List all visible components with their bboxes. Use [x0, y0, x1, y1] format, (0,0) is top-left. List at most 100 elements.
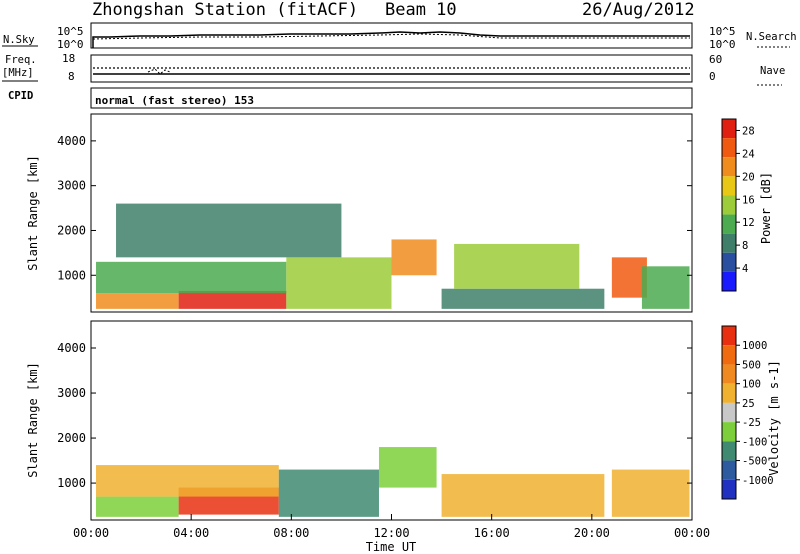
power-panel: 1000 2000 3000 4000 Slant Range [km] 4 8 12 16… — [26, 113, 773, 313]
power-colorbar-label: Power [dB] — [759, 172, 773, 244]
velocity-heatmap — [96, 447, 690, 517]
heatmap-region — [454, 243, 580, 289]
nsky-trace — [92, 31, 690, 48]
colorbar-swatch — [722, 157, 736, 177]
freq-tick-top: 18 — [62, 52, 75, 65]
x-tick-label: 04:00 — [173, 526, 209, 540]
nave-label: Nave — [760, 65, 785, 77]
power-ylabel: Slant Range [km] — [26, 155, 40, 271]
colorbar-tick-label: -25 — [742, 417, 761, 429]
heatmap-region — [96, 465, 279, 497]
noise-frame — [90, 22, 693, 49]
colorbar-swatch — [722, 402, 736, 423]
colorbar-tick-label: 12 — [742, 217, 755, 229]
heatmap-region — [611, 257, 647, 298]
nsearch-trace — [92, 33, 690, 40]
station-title: Zhongshan Station (fitACF) — [92, 0, 358, 20]
heatmap-region — [96, 293, 179, 309]
colorbar-swatch — [722, 422, 736, 442]
cpid-value: normal (fast stereo) 153 — [95, 94, 254, 107]
time-xlabel: Time UT — [366, 540, 417, 554]
colorbar-swatch — [722, 460, 736, 480]
nsky-tick-top: 10^5 — [57, 25, 84, 38]
colorbar-tick-label: 24 — [742, 148, 755, 160]
x-tick-label: 00:00 — [674, 526, 710, 540]
x-tick-label: 16:00 — [474, 526, 510, 540]
colorbar-frame — [721, 325, 737, 500]
velocity-colorbar: 1000 500 100 25 -25 -100 -500 -1000 — [721, 325, 774, 500]
colorbar-swatch — [722, 233, 736, 253]
x-tick-label: 00:00 — [73, 526, 109, 540]
x-tick-label: 20:00 — [574, 526, 610, 540]
colorbar-tick-label: 16 — [742, 194, 755, 206]
colorbar-tick-label: 20 — [742, 171, 755, 183]
colorbar-tick-label: 4 — [742, 263, 748, 275]
y-tick-label: 1000 — [57, 476, 86, 490]
y-tick-label: 2000 — [57, 431, 86, 445]
power-y-ticks: 1000 2000 3000 4000 — [57, 134, 692, 282]
colorbar-swatch — [722, 119, 736, 139]
colorbar-swatch — [722, 252, 736, 272]
colorbar-swatch — [722, 271, 736, 291]
y-tick-label: 3000 — [57, 179, 86, 193]
colorbar-tick-label: 1000 — [742, 340, 767, 352]
colorbar-swatch — [722, 326, 736, 346]
colorbar-tick-label: -500 — [742, 456, 767, 468]
nave-tick-top: 60 — [709, 53, 722, 66]
colorbar-tick-label: -1000 — [742, 475, 774, 487]
cpid-label: CPID — [8, 90, 33, 102]
nave-tick-bottom: 0 — [709, 70, 716, 83]
heatmap-region — [378, 447, 437, 488]
nsearch-tick-bottom: 10^0 — [709, 38, 736, 51]
nsky-label: N.Sky — [3, 34, 35, 46]
colorbar-swatch — [722, 195, 736, 215]
heatmap-region — [286, 257, 392, 309]
velocity-ylabel: Slant Range [km] — [26, 362, 40, 478]
freq-frame — [90, 54, 693, 83]
heatmap-region — [441, 474, 605, 517]
velocity-y-ticks: 1000 2000 3000 4000 — [57, 341, 692, 490]
y-tick-label: 4000 — [57, 341, 86, 355]
freq-panel: Freq. [MHz] 18 8 60 0 Nave — [2, 52, 785, 86]
cpid-frame — [90, 87, 693, 109]
colorbar-swatch — [722, 214, 736, 234]
freq-label-2: [MHz] — [2, 67, 34, 79]
heatmap-region — [96, 261, 287, 294]
power-colorbar: 4 8 12 16 20 24 28 — [721, 118, 755, 292]
noise-panel: N.Sky 10^5 10^0 10^5 10^0 N.Search — [2, 22, 797, 51]
heatmap-region — [116, 203, 342, 258]
colorbar-tick-label: 500 — [742, 359, 761, 371]
velocity-colorbar-label: Velocity [m s-1] — [767, 360, 781, 476]
y-tick-label: 4000 — [57, 134, 86, 148]
heatmap-region — [278, 469, 379, 517]
beam-label: Beam 10 — [385, 0, 457, 20]
y-tick-label: 1000 — [57, 268, 86, 282]
y-tick-label: 2000 — [57, 223, 86, 237]
colorbar-swatch — [722, 176, 736, 196]
heatmap-region — [96, 496, 179, 517]
y-tick-label: 3000 — [57, 386, 86, 400]
heatmap-region — [441, 288, 605, 309]
nsky-tick-bottom: 10^0 — [57, 38, 84, 51]
colorbar-frame — [721, 118, 737, 292]
colorbar-tick-label: 8 — [742, 240, 748, 252]
power-frame — [90, 113, 693, 313]
colorbar-swatch — [722, 441, 736, 461]
colorbar-tick-label: 100 — [742, 379, 761, 391]
colorbar-tick-label: -100 — [742, 436, 767, 448]
nsearch-tick-top: 10^5 — [709, 25, 736, 38]
time-x-ticks: 00:00 04:00 08:00 12:00 16:00 20:00 00:00 — [73, 514, 710, 540]
heatmap-region — [611, 469, 690, 517]
heatmap-region — [641, 266, 690, 309]
velocity-panel: 1000 2000 3000 4000 Slant Range [km] 1000 50… — [26, 320, 781, 554]
colorbar-swatch — [722, 138, 736, 158]
heatmap-region — [178, 290, 287, 309]
colorbar-swatch — [722, 383, 736, 403]
nsearch-label: N.Search — [746, 31, 797, 43]
x-tick-label: 12:00 — [373, 526, 409, 540]
power-heatmap — [96, 203, 690, 309]
colorbar-swatch — [722, 364, 736, 384]
freq-label-1: Freq. — [5, 54, 37, 66]
freq-tick-bottom: 8 — [68, 70, 75, 83]
